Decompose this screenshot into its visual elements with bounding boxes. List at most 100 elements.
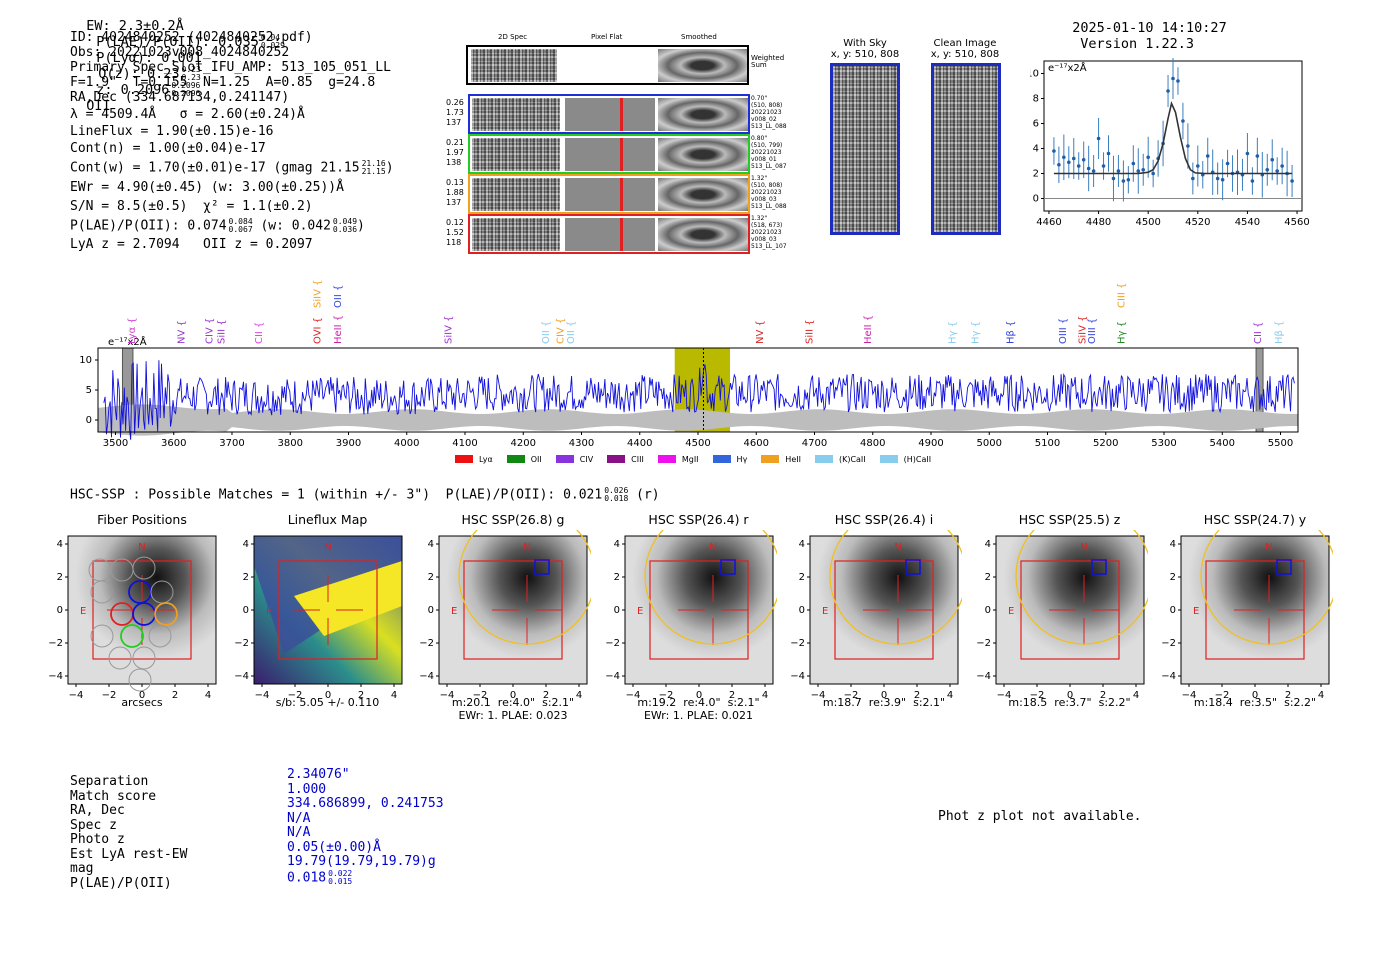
zoom-data-point bbox=[1052, 149, 1056, 153]
hsc-xtick: −4 bbox=[69, 690, 84, 701]
spectrum-line-label-text: Hγ { bbox=[971, 321, 982, 344]
flat-red-marker bbox=[620, 218, 623, 251]
zoom-data-point bbox=[1116, 169, 1121, 173]
cutout-row bbox=[468, 174, 750, 214]
cutout-2d-image bbox=[472, 178, 560, 211]
info-plae: P(LAE)/P(OII): 0.074 0.084 0.067 (w: 0.042… bbox=[70, 217, 365, 234]
info-line: F=1.9" T=0.155 N=1.25 A=0.85 g=24.8 bbox=[70, 75, 376, 90]
spectrum-line-label: OVI { bbox=[312, 317, 323, 344]
summary-value: N/A bbox=[287, 811, 444, 827]
zoom-data-point bbox=[1250, 179, 1255, 183]
summary-value-text: 0.05(±0.00)Å bbox=[287, 839, 381, 855]
legend-label: OII bbox=[530, 454, 542, 464]
hsc-panel: Fiber Positions N E 4 2 0 −2 −4 −4 −2 0 2 4 arcsecs bbox=[40, 510, 220, 740]
spectrum-line-label-text: HeII { bbox=[333, 315, 344, 344]
hsc-ytick: −4 bbox=[1161, 671, 1176, 682]
hsc-xtick: 0 bbox=[324, 690, 330, 701]
info-plae-hi: 0.084 bbox=[228, 217, 253, 226]
zoom-plot: 0 2 4 6 8 10 4460 4480 4500 4520 4540 4560 e⁻¹⁷x2Å bbox=[1030, 58, 1310, 228]
east-label: E bbox=[637, 606, 643, 617]
header-z-hi: 0.2096 bbox=[171, 81, 201, 90]
spectrum-xtick: 4800 bbox=[860, 438, 885, 449]
spectrum-line-label: OIII { bbox=[1058, 318, 1069, 344]
hsc-panel: Lineflux Map N E 4 2 0 −2 −4 −4 −2 0 2 4 s/b: 5.05 +/… bbox=[226, 510, 406, 740]
spectrum-line-label-text: CIII { bbox=[1116, 283, 1127, 308]
summary-value-text: N/A bbox=[287, 825, 311, 840]
zoom-data-point bbox=[1176, 79, 1180, 83]
zoom-data-point bbox=[1171, 76, 1175, 81]
hsc-ytick: −4 bbox=[234, 671, 249, 682]
spectrum-line-label: CII { bbox=[254, 322, 265, 344]
col-flat-label: Pixel Flat bbox=[591, 33, 623, 41]
summary-value: 0.018 0.022 0.015 bbox=[287, 868, 444, 886]
weighted-flat-image bbox=[560, 49, 657, 82]
hsc-ytick: 4 bbox=[428, 539, 434, 550]
spectrum-xtick: 4100 bbox=[452, 438, 477, 449]
legend-swatch bbox=[657, 455, 676, 463]
fiber-circle bbox=[132, 556, 156, 580]
spectrum-line-label: Hγ { bbox=[1116, 321, 1127, 344]
col-2d-label: 2D Spec bbox=[498, 33, 528, 41]
north-label: N bbox=[138, 542, 145, 553]
zoom-data-point bbox=[1146, 155, 1150, 160]
info-cont-w-lo: 21.15 bbox=[361, 167, 386, 176]
header-plae-lo: 0.029 bbox=[260, 41, 285, 50]
legend-swatch bbox=[607, 455, 626, 463]
spectrum-ytick: 0 bbox=[86, 415, 92, 426]
hsc-ytick: 0 bbox=[428, 605, 434, 616]
zoom-data-point bbox=[1270, 157, 1275, 162]
spectrum-line-label: HeII { bbox=[863, 315, 874, 344]
hsc-ytick: 4 bbox=[57, 539, 63, 550]
cutout-smooth-image bbox=[658, 178, 748, 211]
hsc-xtick: 2 bbox=[914, 690, 920, 701]
zoom-data-point bbox=[1136, 169, 1141, 173]
cutout-flat-image bbox=[565, 218, 655, 251]
hsc-panel-title: Fiber Positions bbox=[97, 512, 187, 527]
spectrum-line-label-text: OII { bbox=[566, 321, 577, 344]
cutout-row-meta: 0.80" (510, 799) 20221023 v008_01 513_LL… bbox=[751, 135, 787, 170]
flat-red-marker bbox=[620, 98, 623, 131]
zoom-data-point bbox=[1166, 89, 1170, 93]
weighted-smooth-image bbox=[658, 49, 747, 82]
zoom-ytick: 4 bbox=[1033, 144, 1039, 155]
spectrum-line-label-text: OIII { bbox=[1087, 318, 1098, 344]
hsc-xtick: 0 bbox=[881, 690, 887, 701]
hsc-match-box bbox=[1276, 559, 1292, 575]
hsc-panel-image: N E 4 2 0 −2 −4 −4 −2 0 2 4 bbox=[790, 530, 962, 701]
hsc-xtick: 2 bbox=[1099, 690, 1105, 701]
summary-value: 19.79(19.79,19.79)g bbox=[287, 854, 444, 870]
hsc-xtick: 2 bbox=[728, 690, 734, 701]
zoom-data-point bbox=[1062, 155, 1066, 160]
hsc-ytick: −2 bbox=[234, 638, 249, 649]
hsc-panel-title: HSC SSP(25.5) z bbox=[1018, 512, 1121, 527]
hsc-ytick: −2 bbox=[976, 638, 991, 649]
summary-value-text: 0.018 bbox=[287, 870, 327, 885]
spectrum-line-label-text: CIV { bbox=[205, 318, 216, 344]
weighted-sum-row bbox=[466, 45, 749, 85]
spectrum-plot: 0 5 10 3500 3600 3700 3800 3900 4000 4100 4200 4300… bbox=[79, 280, 1299, 449]
spectrum-line-label-text: OII { bbox=[541, 321, 552, 344]
spectrum-line-label-text: SiIV { bbox=[444, 316, 455, 344]
hsc-aperture-box bbox=[277, 560, 378, 660]
zoom-data-point bbox=[1096, 136, 1101, 141]
spectrum-line-label: SiIV { bbox=[444, 316, 455, 344]
hsc-ytick: −4 bbox=[790, 671, 805, 682]
info-line: λ = 4509.4Å σ = 2.60(±0.24)Å bbox=[70, 107, 305, 122]
zoom-data-point bbox=[1131, 161, 1136, 166]
hsc-xtick: −4 bbox=[811, 690, 826, 701]
hsc-ytick: 4 bbox=[242, 539, 248, 550]
spectrum-line-label: SiII { bbox=[216, 319, 227, 344]
hsc-panel-caption-2: EWr: 1. PLAE: 0.023 bbox=[458, 709, 568, 722]
summary-value: 1.000 bbox=[287, 782, 444, 798]
clean-image-xy: x, y: 510, 808 bbox=[930, 49, 1000, 60]
hsc-match-ellipse bbox=[1200, 530, 1333, 645]
legend-label: Hγ bbox=[736, 454, 748, 464]
spectrum-line-label: HeII { bbox=[333, 315, 344, 344]
spectrum-line-label: Hγ { bbox=[971, 321, 982, 344]
hsc-ytick: 4 bbox=[613, 539, 619, 550]
cutout-flat-image bbox=[565, 98, 655, 131]
summary-plae-hi: 0.022 bbox=[328, 868, 353, 878]
hsc-ytick: 0 bbox=[799, 605, 805, 616]
spectrum-xtick: 3700 bbox=[219, 438, 244, 449]
spectrum-line-label: Hβ { bbox=[1274, 321, 1285, 344]
